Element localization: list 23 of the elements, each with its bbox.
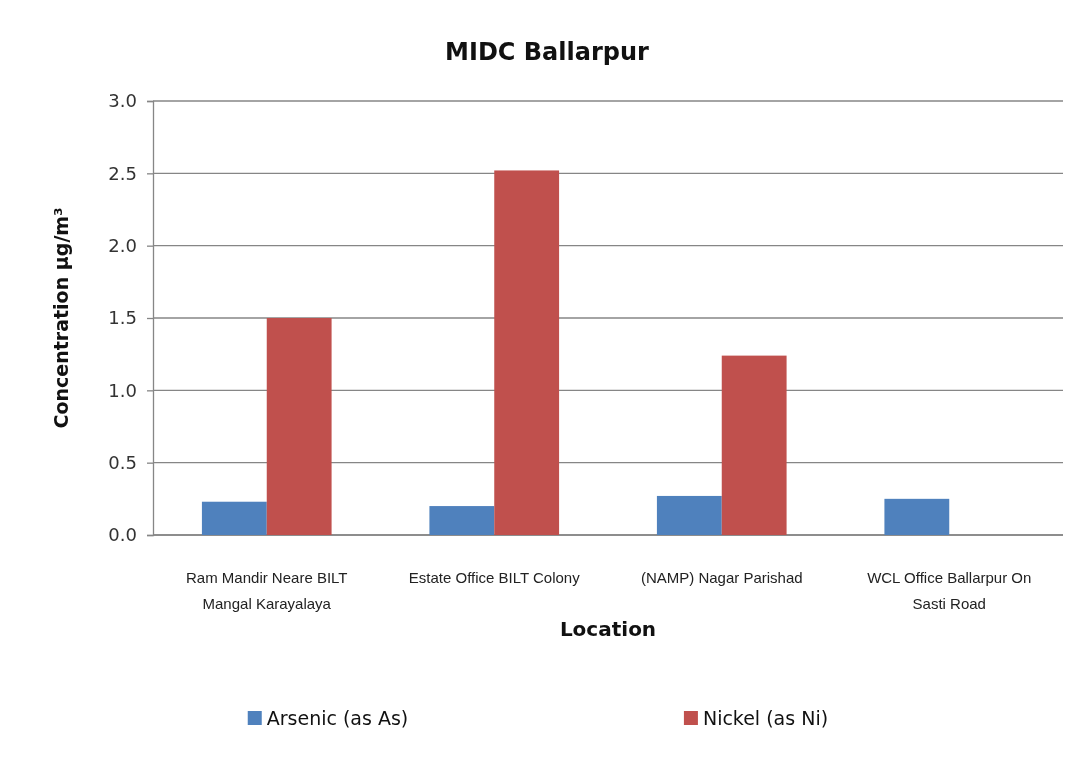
y-tick-label: 1.0 [108, 379, 137, 401]
bar [884, 498, 950, 535]
bar [656, 495, 722, 535]
legend-label: Nickel (as Ni) [702, 707, 829, 729]
x-tick-label: (NAMP) Nagar Parishad [640, 569, 803, 586]
y-tick-label: 0.5 [108, 451, 137, 473]
bar [201, 501, 267, 535]
y-axis-title: Concentration µg/m³ [50, 207, 72, 429]
x-axis-title: Location [559, 617, 657, 641]
bar [494, 170, 560, 535]
y-tick-label: 1.5 [108, 307, 137, 329]
bar [429, 506, 495, 535]
x-tick-label: Ram Mandir Neare BILT Mangal Karayalaya [186, 569, 348, 612]
y-tick-label: 3.0 [108, 90, 137, 112]
bar [266, 318, 332, 535]
x-tick-label: Estate Office BILT Colony [408, 569, 581, 586]
bar [721, 355, 787, 535]
y-tick-label: 0.0 [108, 524, 137, 546]
y-tick-label: 2.0 [108, 234, 137, 256]
x-tick-label: WCL Office Ballarpur On Sasti Road [867, 569, 1032, 612]
legend-label: Arsenic (as As) [266, 707, 409, 729]
chart-title: MIDC Ballarpur [445, 38, 650, 66]
y-tick-label: 2.5 [108, 162, 137, 184]
